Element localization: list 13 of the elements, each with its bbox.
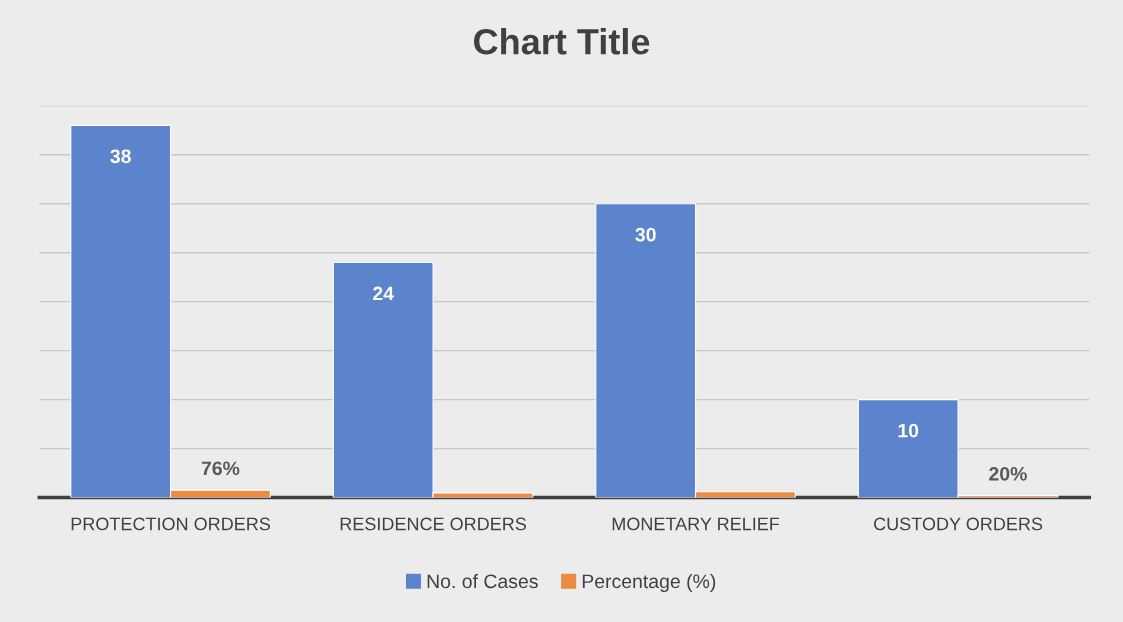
x-tick-label: RESIDENCE ORDERS (340, 517, 527, 531)
data-label: 10 (898, 423, 919, 438)
data-label: 76% (201, 461, 240, 476)
data-label: 30 (635, 227, 656, 242)
legend-label: No. of Cases (427, 573, 538, 589)
x-tick-label: CUSTODY ORDERS (874, 517, 1043, 531)
x-tick-label: MONETARY RELIEF (612, 517, 780, 531)
data-label: 38 (110, 149, 131, 164)
chart-title: Chart Title (474, 27, 650, 55)
legend-label: Percentage (%) (582, 573, 716, 593)
data-label: 20% (989, 466, 1027, 481)
data-label: 24 (373, 286, 394, 301)
x-tick-label: PROTECTION ORDERS (71, 517, 271, 531)
